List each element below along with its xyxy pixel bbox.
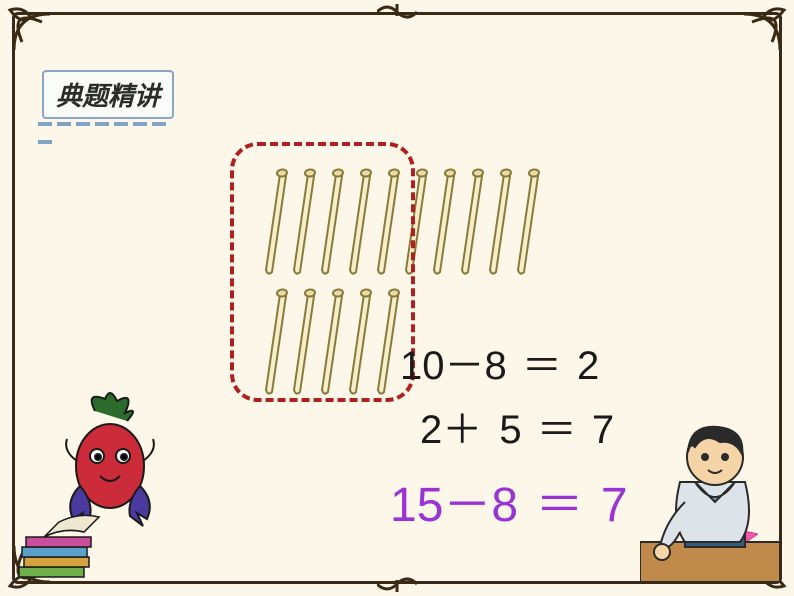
counting-stick [428,160,458,280]
equation-3: 15－8 ＝ 7 [390,465,628,535]
counting-stick [288,280,318,400]
title-box: 典题精讲 [42,70,174,119]
title-underline [38,113,188,117]
counting-stick [260,280,290,400]
equations: 10－8 ＝ 2 2＋ 5 ＝ 7 15－8 ＝ 7 [400,333,628,541]
radish-mascot-icon [55,391,165,541]
frame-corner-tl [2,2,62,62]
counting-stick [456,160,486,280]
return-button[interactable]: 返回 [700,514,758,566]
frame-mid-bottom [377,574,417,594]
counting-stick [344,160,374,280]
frame-mid-top [377,2,417,22]
counting-stick [316,160,346,280]
equation-2: 2＋ 5 ＝ 7 [420,397,628,455]
counting-stick [372,280,402,400]
stick-row-top [260,160,540,280]
title-text: 典题精讲 [56,82,160,111]
equation-1: 10－8 ＝ 2 [400,333,628,391]
counting-stick [288,160,318,280]
counting-stick [372,160,402,280]
counting-stick [400,160,430,280]
counting-stick [484,160,514,280]
return-label: 返回 [700,528,758,549]
counting-stick [260,160,290,280]
counting-stick [344,280,374,400]
frame-corner-bl [2,534,62,594]
frame-corner-tr [732,2,792,62]
counting-stick [316,280,346,400]
books-icon [14,512,124,582]
stick-row-bottom [260,280,400,400]
counting-stick [512,160,542,280]
